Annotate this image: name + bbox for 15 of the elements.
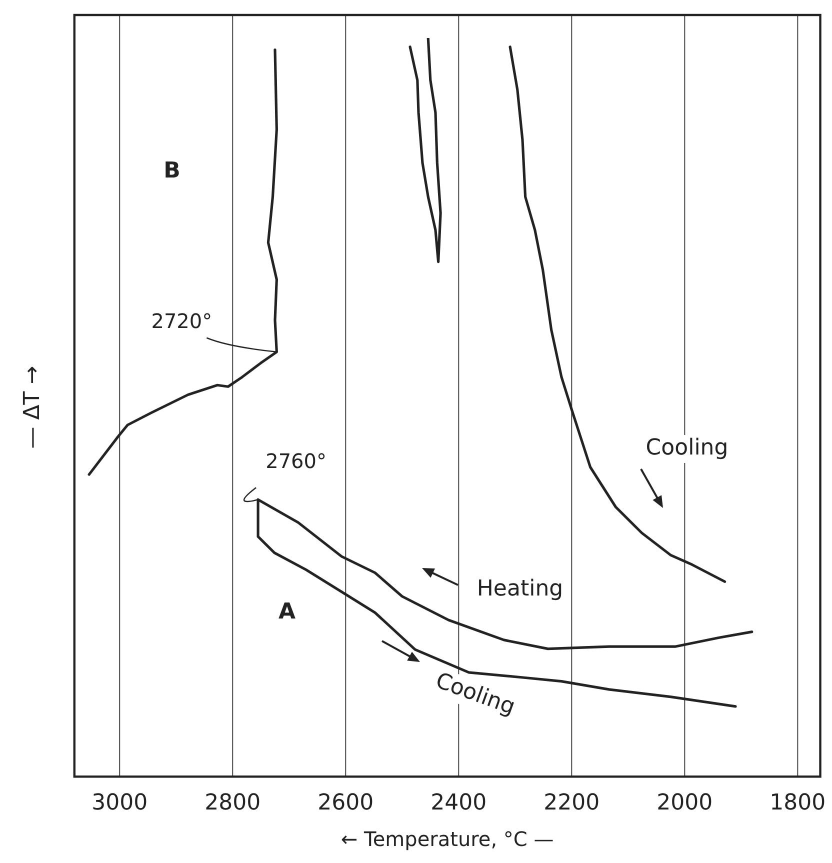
annotation: 2720° (151, 309, 212, 334)
x-tick-label: 2000 (656, 790, 713, 816)
y-axis-title: — ΔT → (20, 366, 45, 449)
annotation: Heating (476, 576, 564, 602)
x-tick-label: 2800 (204, 790, 261, 816)
x-tick-label: 2200 (544, 790, 600, 816)
x-tick-label: 1800 (770, 790, 826, 816)
annotation: 2760° (266, 448, 326, 473)
annotation: A (278, 600, 296, 625)
x-tick-label: 3000 (92, 790, 148, 816)
x-tick-label: 2600 (318, 790, 374, 816)
x-tick-label: 2400 (430, 790, 487, 816)
annotation: B (164, 158, 180, 184)
annotation: Cooling (646, 436, 728, 461)
x-axis-title: ← Temperature, °C — (340, 827, 554, 852)
